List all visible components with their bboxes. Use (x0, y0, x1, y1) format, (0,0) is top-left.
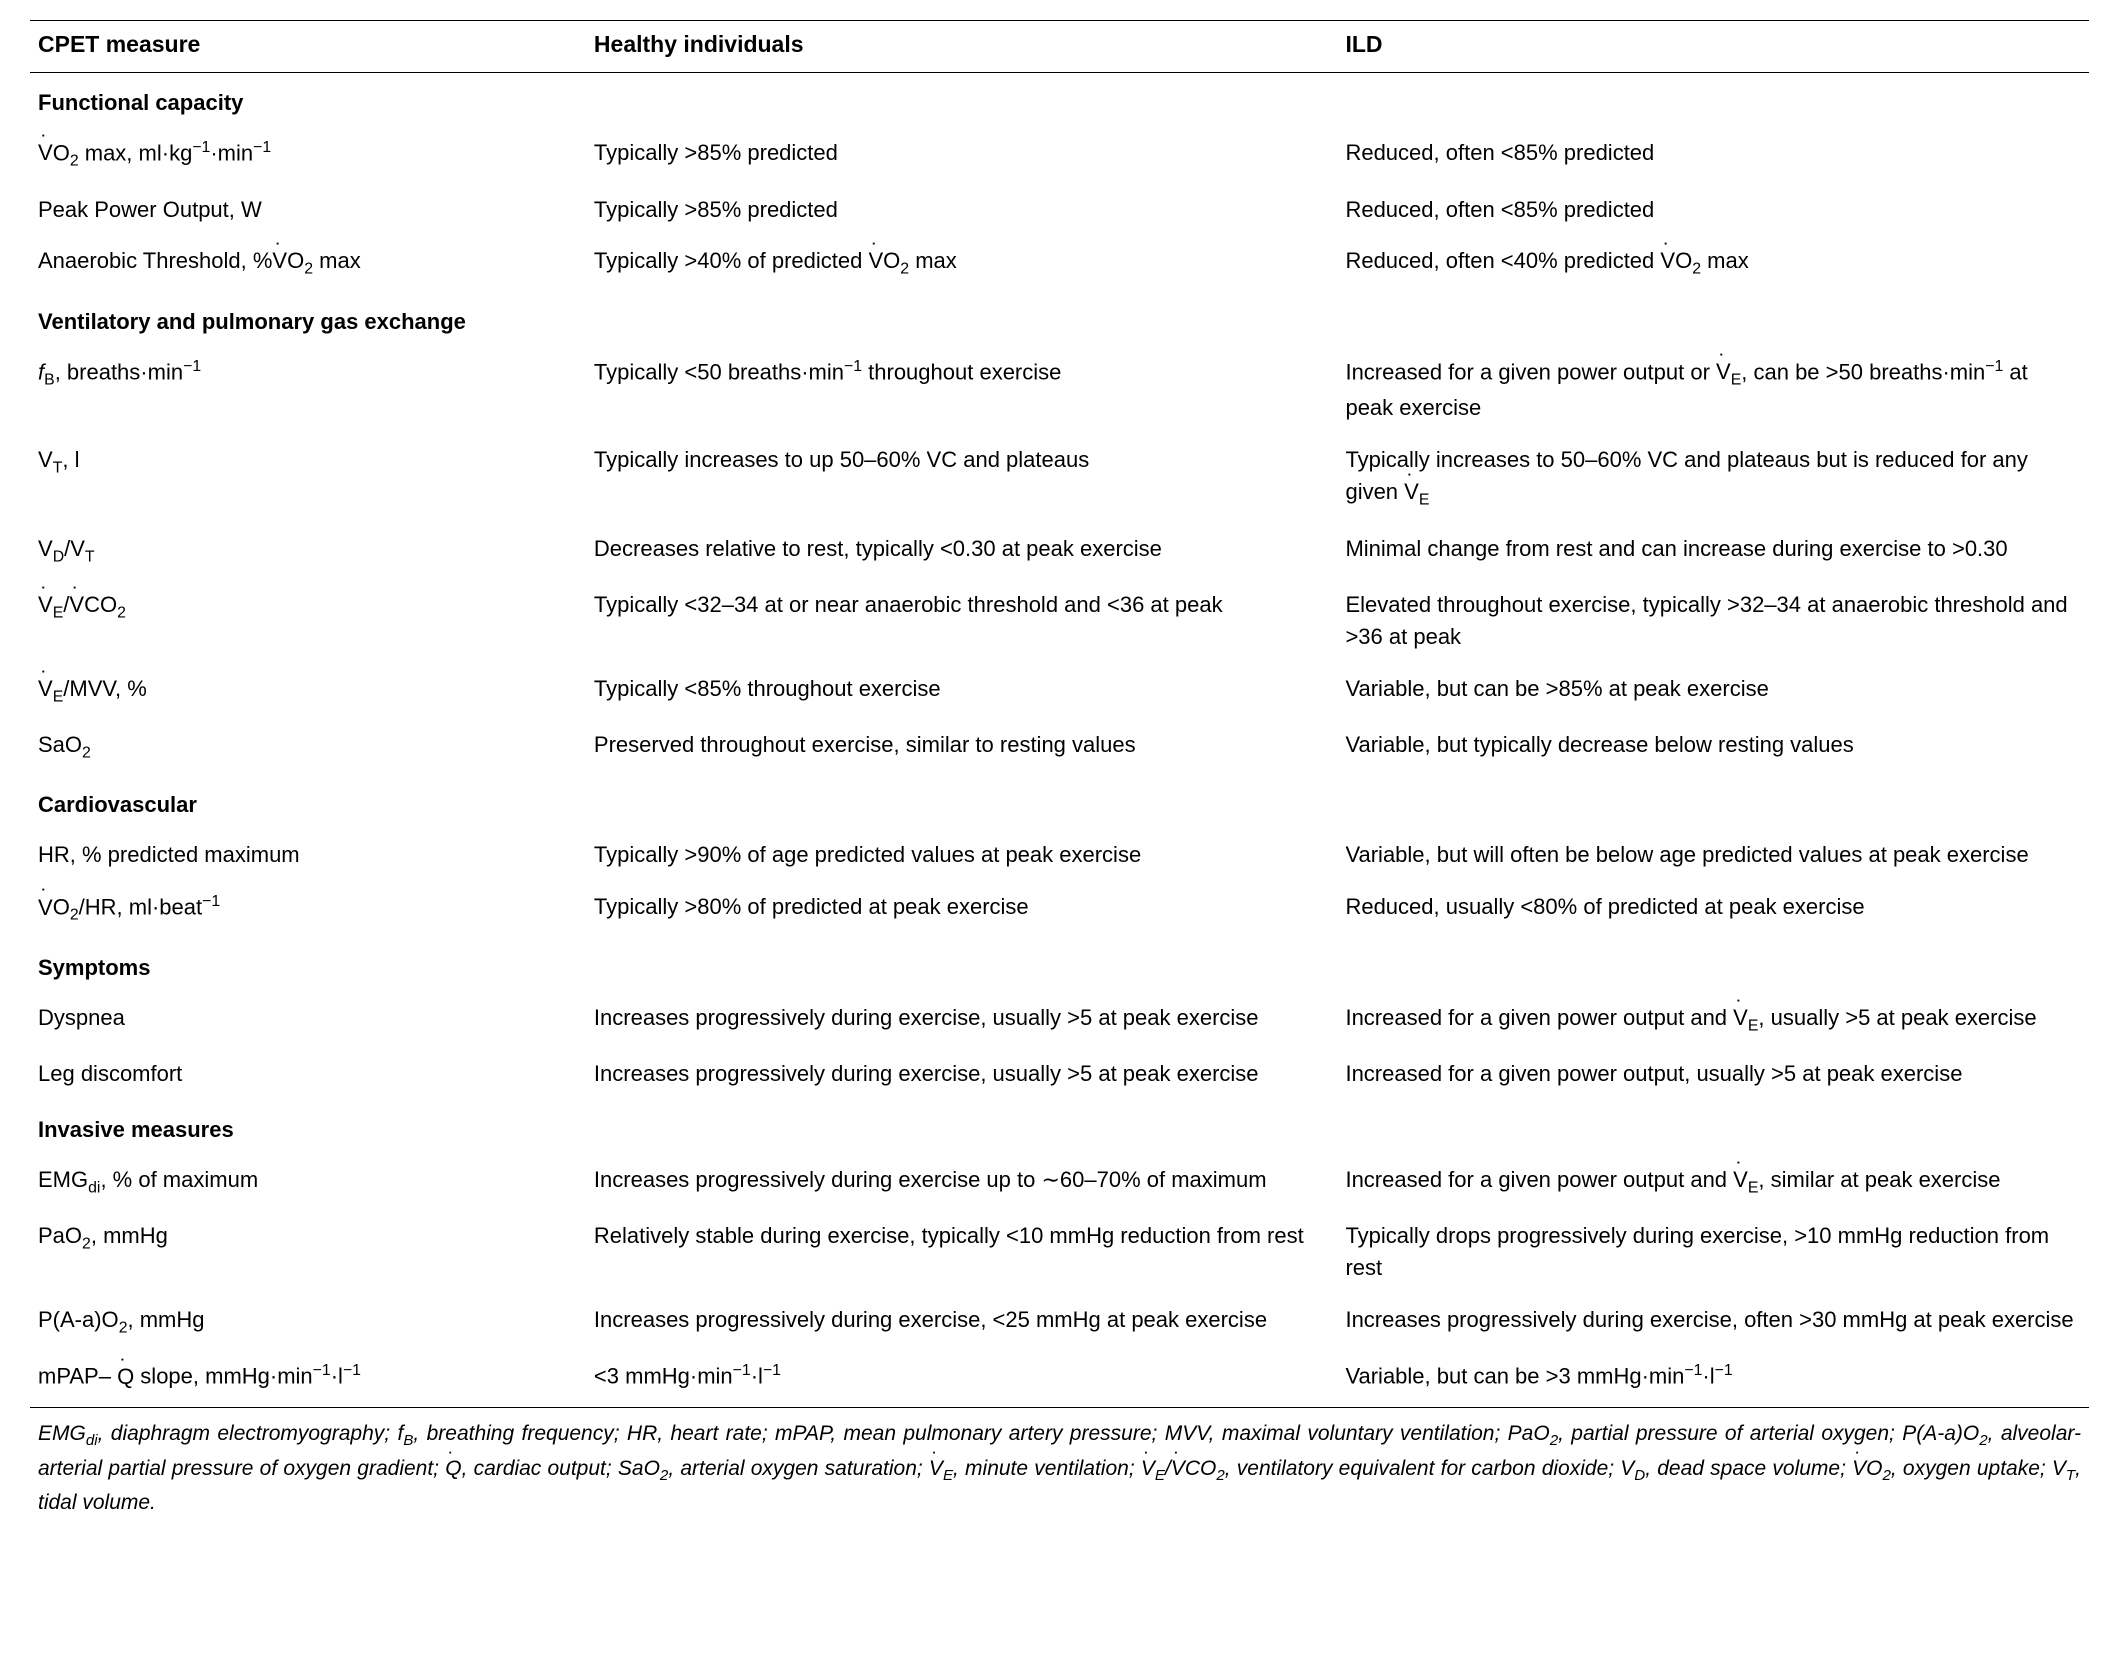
measure-cell: VE/MVV, % (30, 663, 586, 719)
col-header-healthy: Healthy individuals (586, 21, 1338, 73)
healthy-cell: Typically >80% of predicted at peak exer… (586, 881, 1338, 938)
ild-cell: Variable, but can be >85% at peak exerci… (1337, 663, 2089, 719)
healthy-cell: Typically <85% throughout exercise (586, 663, 1338, 719)
ild-cell: Reduced, often <85% predicted (1337, 127, 2089, 184)
measure-cell: VO2 max, ml·kg−1·min−1 (30, 127, 586, 184)
table-row: Anaerobic Threshold, %VO2 maxTypically >… (30, 235, 2089, 291)
section-row: Cardiovascular (30, 775, 2089, 829)
ild-cell: Increased for a given power output and V… (1337, 1154, 2089, 1210)
measure-cell: VE/VCO2 (30, 579, 586, 663)
measure-cell: VO2/HR, ml·beat−1 (30, 881, 586, 938)
cpet-table: CPET measure Healthy individuals ILD Fun… (30, 20, 2089, 1408)
table-row: DyspneaIncreases progressively during ex… (30, 992, 2089, 1048)
measure-cell: Dyspnea (30, 992, 586, 1048)
table-footnote: EMGdi, diaphragm electromyography; fB, b… (30, 1408, 2089, 1519)
measure-cell: PaO2, mmHg (30, 1210, 586, 1294)
table-row: PaO2, mmHgRelatively stable during exerc… (30, 1210, 2089, 1294)
healthy-cell: Preserved throughout exercise, similar t… (586, 719, 1338, 775)
table-row: EMGdi, % of maximumIncreases progressive… (30, 1154, 2089, 1210)
table-row: VD/VTDecreases relative to rest, typical… (30, 523, 2089, 579)
measure-cell: SaO2 (30, 719, 586, 775)
measure-cell: HR, % predicted maximum (30, 829, 586, 881)
table-row: VE/VCO2Typically <32–34 at or near anaer… (30, 579, 2089, 663)
section-row: Symptoms (30, 938, 2089, 992)
table-row: VE/MVV, %Typically <85% throughout exerc… (30, 663, 2089, 719)
measure-cell: Anaerobic Threshold, %VO2 max (30, 235, 586, 291)
table-row: Peak Power Output, WTypically >85% predi… (30, 184, 2089, 236)
ild-cell: Minimal change from rest and can increas… (1337, 523, 2089, 579)
measure-cell: Leg discomfort (30, 1048, 586, 1100)
healthy-cell: Increases progressively during exercise,… (586, 992, 1338, 1048)
table-row: P(A-a)O2, mmHgIncreases progressively du… (30, 1294, 2089, 1350)
measure-cell: fB, breaths·min−1 (30, 346, 586, 435)
section-row: Functional capacity (30, 73, 2089, 127)
col-header-ild: ILD (1337, 21, 2089, 73)
section-title: Invasive measures (30, 1100, 2089, 1154)
section-title: Ventilatory and pulmonary gas exchange (30, 292, 2089, 346)
healthy-cell: Typically >90% of age predicted values a… (586, 829, 1338, 881)
measure-cell: VT, l (30, 434, 586, 522)
table-row: HR, % predicted maximumTypically >90% of… (30, 829, 2089, 881)
measure-cell: mPAP– Q slope, mmHg·min−1·l−1 (30, 1350, 586, 1407)
ild-cell: Reduced, often <85% predicted (1337, 184, 2089, 236)
ild-cell: Variable, but will often be below age pr… (1337, 829, 2089, 881)
healthy-cell: <3 mmHg·min−1·l−1 (586, 1350, 1338, 1407)
table-row: SaO2Preserved throughout exercise, simil… (30, 719, 2089, 775)
table-row: VT, lTypically increases to up 50–60% VC… (30, 434, 2089, 522)
healthy-cell: Typically >40% of predicted VO2 max (586, 235, 1338, 291)
section-title: Symptoms (30, 938, 2089, 992)
measure-cell: EMGdi, % of maximum (30, 1154, 586, 1210)
healthy-cell: Relatively stable during exercise, typic… (586, 1210, 1338, 1294)
section-title: Cardiovascular (30, 775, 2089, 829)
section-row: Invasive measures (30, 1100, 2089, 1154)
section-title: Functional capacity (30, 73, 2089, 127)
table-row: fB, breaths·min−1Typically <50 breaths·m… (30, 346, 2089, 435)
healthy-cell: Decreases relative to rest, typically <0… (586, 523, 1338, 579)
measure-cell: Peak Power Output, W (30, 184, 586, 236)
healthy-cell: Increases progressively during exercise,… (586, 1048, 1338, 1100)
ild-cell: Increased for a given power output, usua… (1337, 1048, 2089, 1100)
healthy-cell: Increases progressively during exercise … (586, 1154, 1338, 1210)
section-row: Ventilatory and pulmonary gas exchange (30, 292, 2089, 346)
col-header-measure: CPET measure (30, 21, 586, 73)
healthy-cell: Typically >85% predicted (586, 127, 1338, 184)
ild-cell: Variable, but typically decrease below r… (1337, 719, 2089, 775)
table-row: Leg discomfortIncreases progressively du… (30, 1048, 2089, 1100)
healthy-cell: Increases progressively during exercise,… (586, 1294, 1338, 1350)
ild-cell: Increases progressively during exercise,… (1337, 1294, 2089, 1350)
header-row: CPET measure Healthy individuals ILD (30, 21, 2089, 73)
measure-cell: VD/VT (30, 523, 586, 579)
healthy-cell: Typically <32–34 at or near anaerobic th… (586, 579, 1338, 663)
healthy-cell: Typically >85% predicted (586, 184, 1338, 236)
measure-cell: P(A-a)O2, mmHg (30, 1294, 586, 1350)
ild-cell: Typically drops progressively during exe… (1337, 1210, 2089, 1294)
ild-cell: Elevated throughout exercise, typically … (1337, 579, 2089, 663)
ild-cell: Reduced, usually <80% of predicted at pe… (1337, 881, 2089, 938)
ild-cell: Increased for a given power output and V… (1337, 992, 2089, 1048)
ild-cell: Typically increases to 50–60% VC and pla… (1337, 434, 2089, 522)
ild-cell: Reduced, often <40% predicted VO2 max (1337, 235, 2089, 291)
healthy-cell: Typically increases to up 50–60% VC and … (586, 434, 1338, 522)
healthy-cell: Typically <50 breaths·min−1 throughout e… (586, 346, 1338, 435)
table-row: mPAP– Q slope, mmHg·min−1·l−1<3 mmHg·min… (30, 1350, 2089, 1407)
ild-cell: Increased for a given power output or VE… (1337, 346, 2089, 435)
table-row: VO2/HR, ml·beat−1Typically >80% of predi… (30, 881, 2089, 938)
table-row: VO2 max, ml·kg−1·min−1Typically >85% pre… (30, 127, 2089, 184)
ild-cell: Variable, but can be >3 mmHg·min−1·l−1 (1337, 1350, 2089, 1407)
table-body: Functional capacityVO2 max, ml·kg−1·min−… (30, 73, 2089, 1408)
